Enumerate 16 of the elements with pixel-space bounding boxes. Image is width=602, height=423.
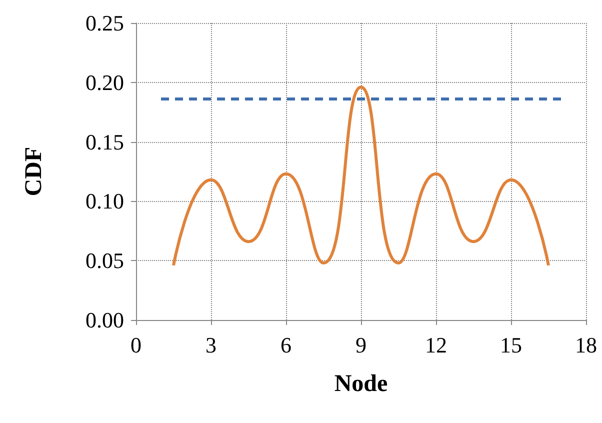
x-tick-label: 9 [356, 332, 366, 358]
x-tick-label: 12 [425, 332, 447, 358]
x-tick-label: 6 [280, 332, 292, 358]
x-tick-label: 15 [500, 332, 522, 358]
y-tick-label: 0.05 [86, 248, 124, 274]
y-axis-title: CDF [21, 146, 47, 196]
x-tick-label: 0 [130, 332, 142, 358]
line-series [172, 86, 550, 267]
x-axis-title: Node [334, 371, 388, 397]
y-tick-label: 0.15 [86, 129, 124, 154]
y-tick-label: 0.20 [86, 70, 124, 95]
y-tick-label: 0.10 [86, 188, 124, 214]
y-tick-label: 0.25 [86, 10, 124, 36]
y-tick-label: 0.00 [86, 308, 124, 332]
x-tick-label: 18 [575, 332, 597, 358]
x-tick-label: 3 [206, 332, 216, 358]
